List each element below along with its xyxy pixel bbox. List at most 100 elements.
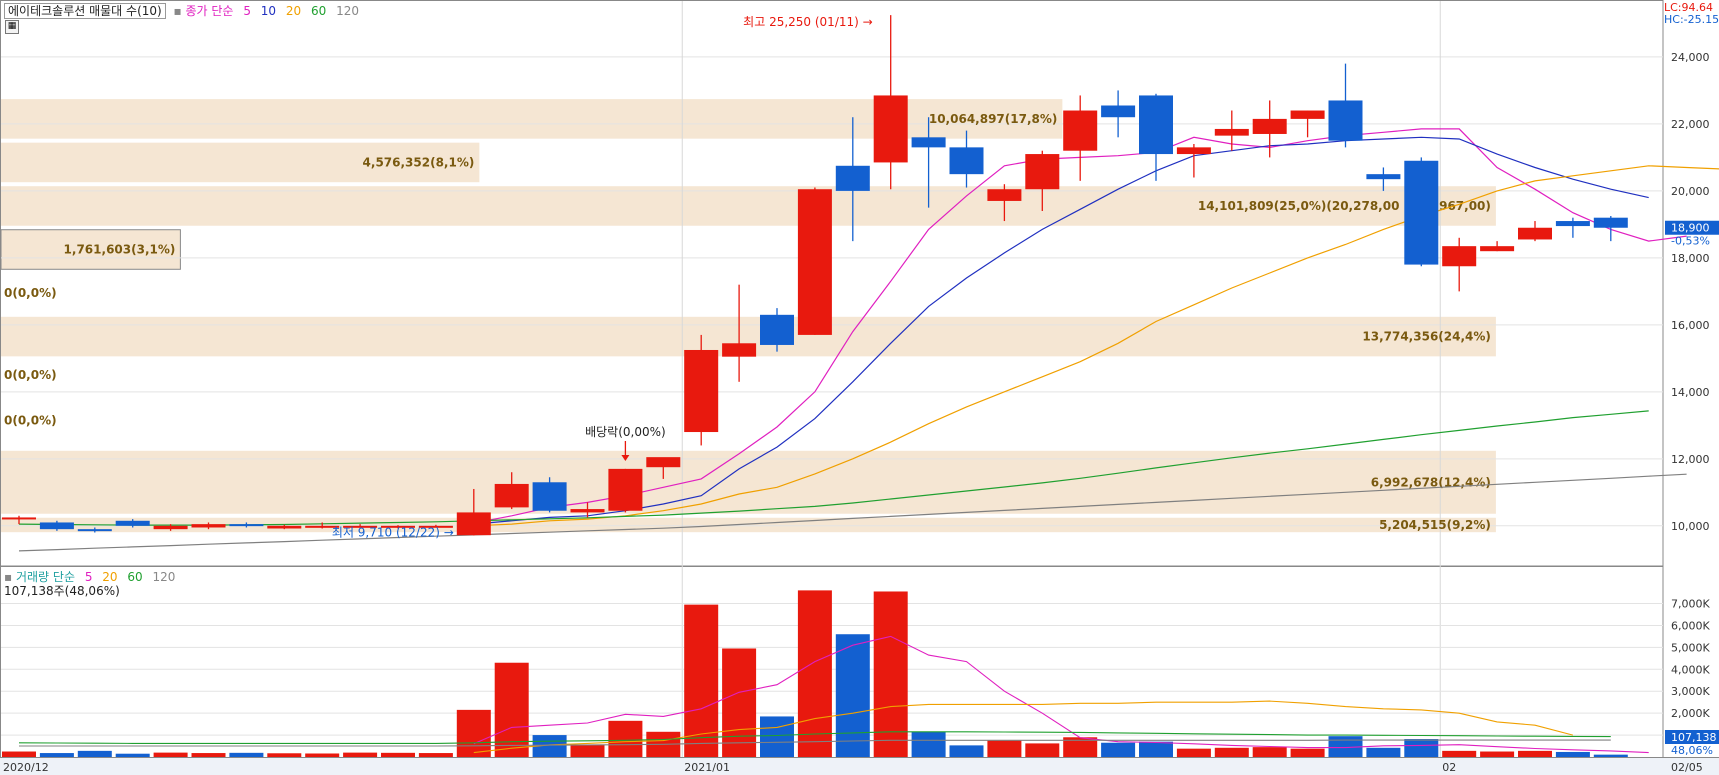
low-price-annotation: 최저 9,710 (12/22) → xyxy=(332,526,454,540)
volume-tick-label: 3,000K xyxy=(1671,685,1710,698)
volume-legend-label: 거래량 단순 xyxy=(15,570,75,584)
volume-legend-ma20: 20 xyxy=(102,570,118,584)
candle-body xyxy=(532,482,567,511)
volume-bar xyxy=(343,752,378,757)
volume-bar xyxy=(722,648,757,757)
volume-header: ▪ 거래량 단순 5 20 60 120 xyxy=(4,568,181,585)
candle-body xyxy=(1593,217,1628,228)
volume-profile-label: 1,761,603(3,1%) xyxy=(64,243,176,257)
volume-profile-label: 0(0,0%) xyxy=(4,368,57,382)
candle-body xyxy=(456,512,491,536)
candle-body xyxy=(760,314,794,345)
table-icon[interactable]: ▦ xyxy=(5,20,19,34)
volume-tick-label: 5,000K xyxy=(1671,641,1710,654)
volume-bar xyxy=(1404,739,1439,757)
candle-body xyxy=(1063,110,1098,151)
candle-body xyxy=(1101,105,1136,118)
volume-bar xyxy=(835,634,870,757)
volume-profile-label: 6,992,678(12,4%) xyxy=(1371,475,1491,489)
volume-legend-ma120: 120 xyxy=(152,570,176,584)
volume-profile-bar xyxy=(1,142,480,183)
volume-profile-label: 0(0,0%) xyxy=(4,413,57,427)
current-price-tag xyxy=(1665,220,1719,235)
price-ma60-line xyxy=(18,410,1649,526)
volume-bar xyxy=(305,753,340,757)
volume-bar xyxy=(873,591,908,757)
chart-header: 에이테크솔루션 매물대 수(10) ▪ 종가 단순 5 10 20 60 120 xyxy=(4,2,365,19)
volume-profile-bar xyxy=(1,450,1496,514)
candle-body xyxy=(1404,160,1439,265)
price-ma20-line xyxy=(473,165,1719,527)
legend-ma5: 5 xyxy=(243,4,251,18)
volume-tick-label: 4,000K xyxy=(1671,663,1710,676)
current-volume-label: 107,138 xyxy=(1671,731,1717,744)
price-tick-label: 22,000 xyxy=(1671,118,1710,131)
price-ma10-line xyxy=(473,136,1649,525)
legend-bullet-icon: ▪ xyxy=(173,4,182,18)
x-tick-label: 2021/01 xyxy=(684,761,730,774)
candle-body xyxy=(684,349,719,433)
volume-bar xyxy=(115,753,150,757)
price-tick-label: 16,000 xyxy=(1671,319,1710,332)
volume-tick-label: 6,000K xyxy=(1671,619,1710,632)
x-tick-label: 02/05 xyxy=(1671,761,1703,774)
high-price-annotation: 최고 25,250 (01/11) → xyxy=(743,15,873,29)
current-price-label: 18,900 xyxy=(1671,222,1710,235)
volume-bar xyxy=(684,604,719,757)
candle-body xyxy=(1176,147,1211,155)
volume-bar xyxy=(987,740,1022,757)
chart-title[interactable]: 에이테크솔루션 매물대 수(10) xyxy=(4,3,166,19)
price-tick-label: 24,000 xyxy=(1671,51,1710,64)
volume-profile-bar xyxy=(0,229,181,270)
candle-body xyxy=(153,525,188,530)
volume-bar xyxy=(77,750,112,757)
candle-body xyxy=(191,524,226,528)
candle-body xyxy=(1518,227,1552,240)
volume-legend-ma5: 5 xyxy=(84,570,93,584)
volume-bar xyxy=(1214,747,1249,757)
candle-body xyxy=(39,522,74,530)
candle-body xyxy=(267,525,302,529)
volume-bar xyxy=(1328,736,1363,757)
volume-bar xyxy=(1252,747,1287,757)
candle-body xyxy=(835,165,870,191)
volume-profile-label: 0(0,0%) xyxy=(4,286,57,300)
candle-body xyxy=(418,525,453,528)
volume-bar xyxy=(608,720,643,757)
volume-bar xyxy=(1593,754,1628,757)
candle-body xyxy=(1290,110,1325,119)
candle-body xyxy=(608,468,643,511)
volume-bar xyxy=(1290,748,1325,757)
volume-bar xyxy=(1518,750,1552,757)
volume-bar xyxy=(1366,747,1401,757)
volume-bar xyxy=(797,590,832,757)
current-volume-tag xyxy=(1665,730,1719,744)
volume-profile-label: 14,101,809(25,0%)(20,278,00 ~ 18,967,00) xyxy=(1198,199,1491,213)
legend-ma120: 120 xyxy=(336,4,360,18)
legend-ma10: 10 xyxy=(260,4,277,18)
volume-ma120-line xyxy=(19,739,1611,747)
x-tick-label: 2020/12 xyxy=(3,761,49,774)
volume-bar xyxy=(39,753,74,757)
volume-ma60-line xyxy=(18,731,1611,744)
price-tick-label: 14,000 xyxy=(1671,386,1710,399)
volume-bar xyxy=(494,662,529,757)
volume-tick-label: 2,000K xyxy=(1671,707,1710,720)
candle-body xyxy=(1139,95,1173,155)
legend-ma20: 20 xyxy=(285,4,302,18)
candle-body xyxy=(115,520,150,526)
candle-body xyxy=(797,189,832,335)
lc-label: LC:94.64 xyxy=(1664,1,1714,14)
price-ma120-line xyxy=(18,473,1687,552)
hc-label: HC:-25.15 xyxy=(1664,13,1719,26)
price-tick-label: 18,000 xyxy=(1671,252,1710,265)
volume-tick-label: 7,000K xyxy=(1671,598,1710,611)
price-legend-label: 종가 단순 xyxy=(185,4,234,18)
volume-profile-label: 5,204,515(9,2%) xyxy=(1379,518,1491,532)
current-volume-percent: 48,06% xyxy=(1671,744,1713,757)
volume-bar xyxy=(1555,751,1590,757)
volume-profile-label: 13,774,356(24,4%) xyxy=(1362,330,1491,344)
candle-body xyxy=(343,525,378,528)
candle-body xyxy=(570,509,605,513)
